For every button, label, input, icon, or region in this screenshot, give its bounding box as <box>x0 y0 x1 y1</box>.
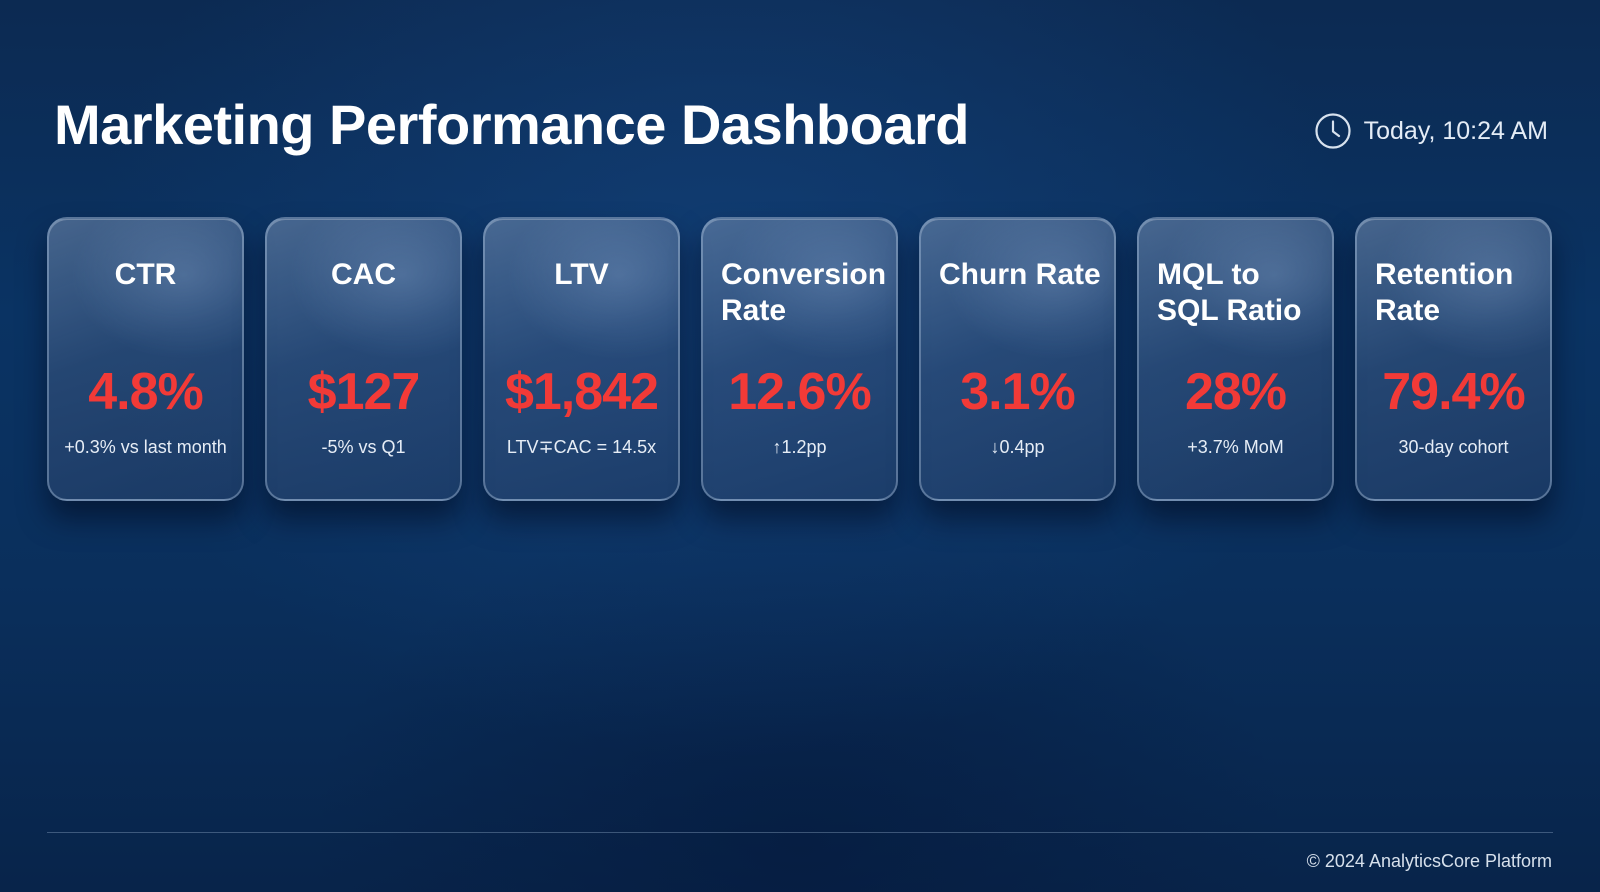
metric-card-ctr[interactable]: CTR 4.8% +0.3% vs last month <box>47 217 244 501</box>
metric-subtext: +0.3% vs last month <box>64 437 227 457</box>
metric-subtext: LTV∓CAC = 14.5x <box>506 437 657 457</box>
page-title: Marketing Performance Dashboard <box>54 93 969 156</box>
metric-subtext: ↑1.2pp <box>772 437 827 457</box>
metric-value: $127 <box>307 363 421 421</box>
metric-label: CTR <box>114 258 177 291</box>
metric-value: 79.4% <box>1382 363 1525 421</box>
metric-card-mql-to-sql-ratio[interactable]: MQL to SQL Ratio 28% +3.7% MoM <box>1137 217 1334 501</box>
metric-value: 3.1% <box>960 363 1076 421</box>
metric-label: MQL to SQL Ratio <box>1157 258 1302 327</box>
metric-card-ltv[interactable]: LTV $1,842 LTV∓CAC = 14.5x <box>483 217 680 501</box>
metric-label: LTV <box>554 258 609 291</box>
metric-value: 28% <box>1184 363 1287 421</box>
metric-label: Retention Rate <box>1375 258 1514 327</box>
metric-label: Churn Rate <box>939 258 1101 291</box>
metric-card-retention-rate[interactable]: Retention Rate 79.4% 30-day cohort <box>1355 217 1552 501</box>
metric-subtext: -5% vs Q1 <box>321 437 406 457</box>
metric-subtext: +3.7% MoM <box>1187 437 1284 457</box>
footer-divider <box>47 832 1553 833</box>
metric-value: 4.8% <box>88 363 204 421</box>
metric-subtext: 30-day cohort <box>1398 437 1509 457</box>
timestamp-text: Today, 10:24 AM <box>1363 116 1548 145</box>
metric-label: CAC <box>331 258 396 291</box>
timestamp: Today, 10:24 AM <box>1314 112 1548 150</box>
metric-card-conversion-rate[interactable]: Conversion Rate 12.6% ↑1.2pp <box>701 217 898 501</box>
metric-value: 12.6% <box>728 363 871 421</box>
metric-cards: CTR 4.8% +0.3% vs last month CAC $127 -5… <box>47 217 1552 501</box>
clock-icon <box>1314 112 1352 150</box>
metric-card-cac[interactable]: CAC $127 -5% vs Q1 <box>265 217 462 501</box>
metric-subtext: ↓0.4pp <box>990 437 1045 457</box>
footer-copyright: © 2024 AnalyticsCore Platform <box>1306 851 1552 871</box>
metric-card-churn-rate[interactable]: Churn Rate 3.1% ↓0.4pp <box>919 217 1116 501</box>
metric-label: Conversion Rate <box>721 258 887 327</box>
metric-value: $1,842 <box>504 363 659 421</box>
